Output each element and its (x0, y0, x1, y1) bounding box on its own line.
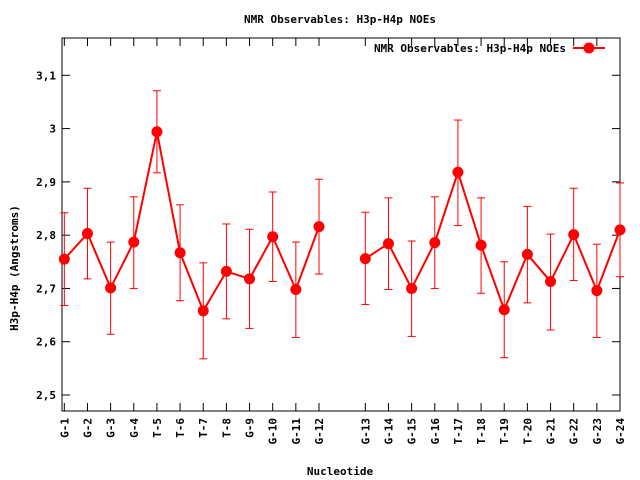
data-point (197, 305, 209, 317)
x-tick-label: T-5 (151, 418, 164, 438)
data-point (105, 282, 117, 294)
data-point (591, 285, 603, 297)
x-tick-label: G-11 (290, 418, 303, 445)
data-point (429, 237, 441, 249)
x-tick-label: G-21 (545, 418, 558, 445)
legend-marker (583, 42, 595, 54)
data-point (174, 247, 186, 259)
series-line (63, 131, 320, 314)
x-tick-label: G-22 (568, 418, 581, 445)
x-tick-label: G-3 (105, 418, 118, 438)
y-tick-label: 2,7 (36, 282, 56, 295)
x-tick-label: T-18 (475, 418, 488, 445)
data-point (475, 239, 487, 251)
x-axis-label: Nucleotide (307, 465, 374, 478)
plot-border (61, 37, 621, 412)
data-point (267, 231, 279, 243)
x-tick-label: G-24 (614, 418, 627, 445)
y-axis-label: H3p-H4p (Angstroms) (8, 205, 21, 331)
legend: NMR Observables: H3p-H4p NOEs (374, 42, 605, 55)
x-axis: G-1 G-2 G-3 G-4 T-5 T-6 T-7 T-8 G-9 G-10 G-11 G-12 G… (58, 38, 627, 445)
data-point (151, 126, 163, 138)
data-point (244, 273, 256, 285)
x-tick-label: G-4 (128, 418, 141, 438)
data-point (382, 238, 394, 250)
series-line (364, 169, 621, 313)
x-tick-label: G-1 (58, 418, 71, 438)
y-tick-label: 3 (49, 123, 56, 136)
data-point (58, 253, 70, 265)
x-tick-label: G-15 (406, 418, 419, 445)
x-tick-label: T-19 (498, 418, 511, 445)
data-point (81, 228, 93, 240)
data-point (452, 166, 464, 178)
chart-title: NMR Observables: H3p-H4p NOEs (244, 13, 436, 26)
legend-label: NMR Observables: H3p-H4p NOEs (374, 42, 566, 55)
x-tick-label: G-13 (359, 418, 372, 445)
x-tick-label: T-6 (174, 418, 187, 438)
x-tick-label: G-12 (313, 418, 326, 445)
y-tick-label: 3,1 (36, 69, 56, 82)
data-point (614, 224, 626, 236)
y-tick-label: 2,6 (36, 336, 56, 349)
series-h3p-h4p (58, 90, 626, 360)
x-tick-label: G-10 (267, 418, 280, 445)
data-point (128, 236, 140, 248)
data-point (498, 304, 510, 316)
x-tick-label: G-16 (429, 418, 442, 445)
y-tick-label: 2,9 (36, 176, 56, 189)
data-point (290, 284, 302, 296)
x-tick-label: T-17 (452, 418, 465, 445)
x-tick-label: G-23 (591, 418, 604, 445)
data-point (545, 276, 557, 288)
x-tick-label: T-8 (220, 418, 233, 438)
data-point (521, 248, 533, 260)
x-tick-label: T-20 (521, 418, 534, 445)
y-tick-label: 2,5 (36, 389, 56, 402)
data-point (359, 253, 371, 265)
y-tick-label: 2,8 (36, 229, 56, 242)
x-tick-label: G-9 (244, 418, 257, 438)
x-tick-label: T-7 (197, 418, 210, 438)
y-axis: 2,5 2,6 2,7 2,8 2,9 3 3,1 (36, 69, 620, 402)
x-tick-label: G-14 (382, 418, 395, 445)
plot-frame (61, 37, 621, 412)
data-point (568, 229, 580, 241)
data-point (313, 221, 325, 233)
data-point (406, 282, 418, 294)
x-tick-label: G-2 (81, 418, 94, 438)
data-point (220, 265, 232, 277)
